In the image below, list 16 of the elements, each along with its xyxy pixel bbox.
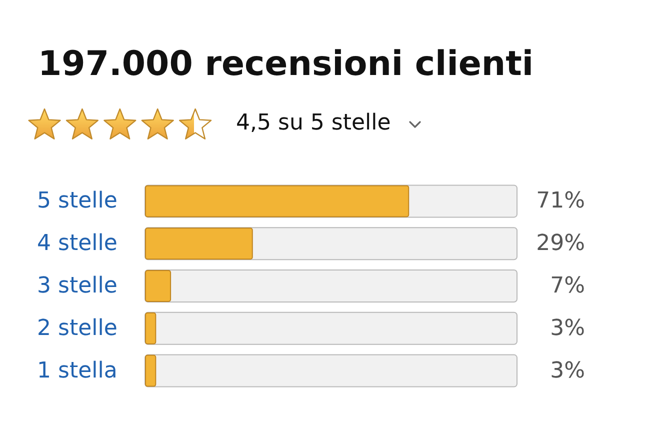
- data-label: 3%: [550, 316, 585, 341]
- data-label: 7%: [550, 274, 585, 298]
- data-label: 29%: [536, 231, 585, 256]
- y-tick-label: 5 stelle: [37, 188, 118, 214]
- y-tick-label: 1 stella: [37, 358, 118, 384]
- y-tick-label: 4 stelle: [37, 231, 118, 256]
- bar: [145, 228, 253, 260]
- bar: [145, 312, 156, 344]
- text: 4,5 su 5 stelle: [236, 110, 391, 136]
- chart-title: 197.000 recensioni clienti: [38, 44, 534, 84]
- y-tick-label: 2 stelle: [37, 316, 118, 341]
- y-tick-label: 3 stelle: [37, 274, 118, 298]
- bar: [145, 270, 172, 302]
- data-label: 3%: [550, 358, 585, 384]
- data-label: 71%: [536, 188, 585, 214]
- bar: [145, 354, 156, 387]
